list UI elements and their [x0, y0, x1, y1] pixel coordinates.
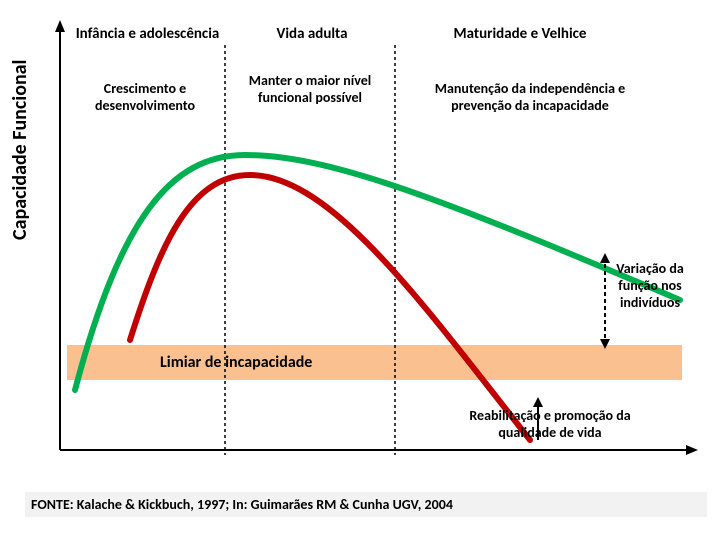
phase-label-3: Maturidade e Velhice — [420, 25, 620, 43]
sub-label-1: Crescimento e desenvolvimento — [70, 80, 220, 114]
rehab-caption: Reabilitação e promoção da qualidade de … — [445, 407, 655, 441]
phase-dividers — [225, 45, 395, 455]
source-text: FONTE: Kalache & Kickbuch, 1997; In: Gui… — [25, 492, 707, 517]
sub-label-2: Manter o maior nível funcional possível — [245, 72, 375, 106]
sub-label-3: Manutenção da independência e prevenção … — [405, 80, 655, 114]
threshold-label: Limiar de incapacidade — [160, 353, 312, 372]
variation-caption: Variação da função nos indivíduos — [600, 260, 700, 311]
phase-label-1: Infância e adolescência — [75, 25, 220, 43]
phase-label-2: Vida adulta — [257, 25, 367, 43]
